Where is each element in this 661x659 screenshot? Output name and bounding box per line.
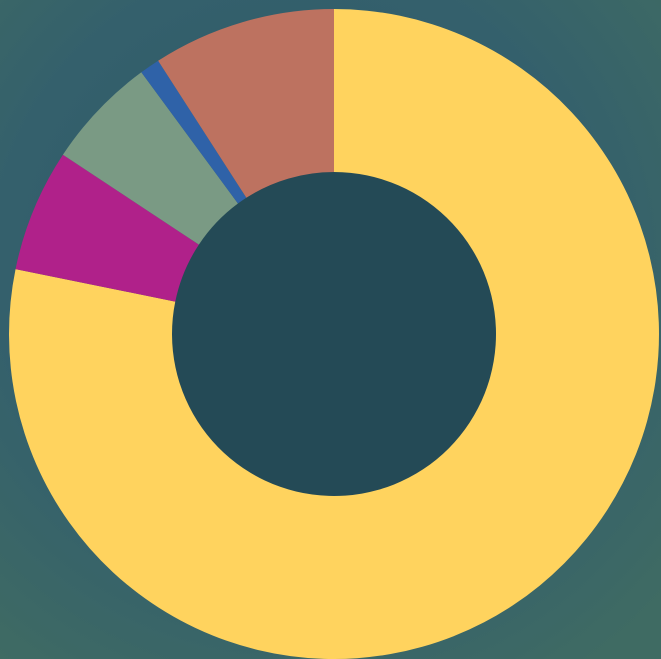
page: {"chart_data": {"type": "donut", "catego… (0, 0, 661, 659)
chart (0, 0, 661, 659)
